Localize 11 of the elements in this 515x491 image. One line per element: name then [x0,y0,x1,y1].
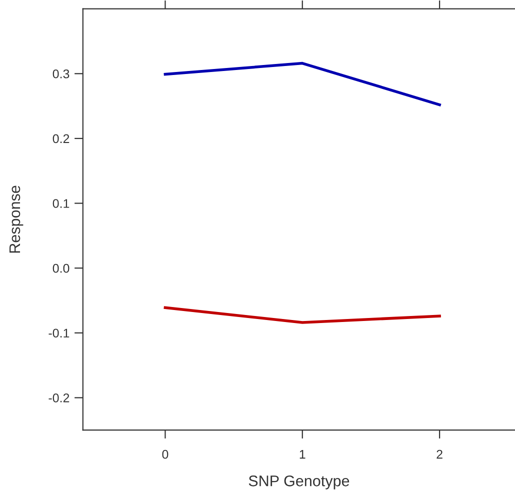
x-tick-label: 1 [300,450,306,459]
y-axis-title: Response [10,186,24,253]
x-axis-title: SNP Genotype [248,476,350,490]
x-tick-label: 2 [436,450,442,459]
y-tick-label: 0.2 [52,134,70,144]
x-tick-label: 0 [162,450,168,459]
y-tick-label: -0.1 [48,328,70,338]
y-tick-label: 0.1 [52,199,70,208]
y-tick-label: 0.3 [52,69,70,78]
y-tick-label: -0.2 [48,394,70,402]
y-tick-label: 0.0 [52,264,70,273]
